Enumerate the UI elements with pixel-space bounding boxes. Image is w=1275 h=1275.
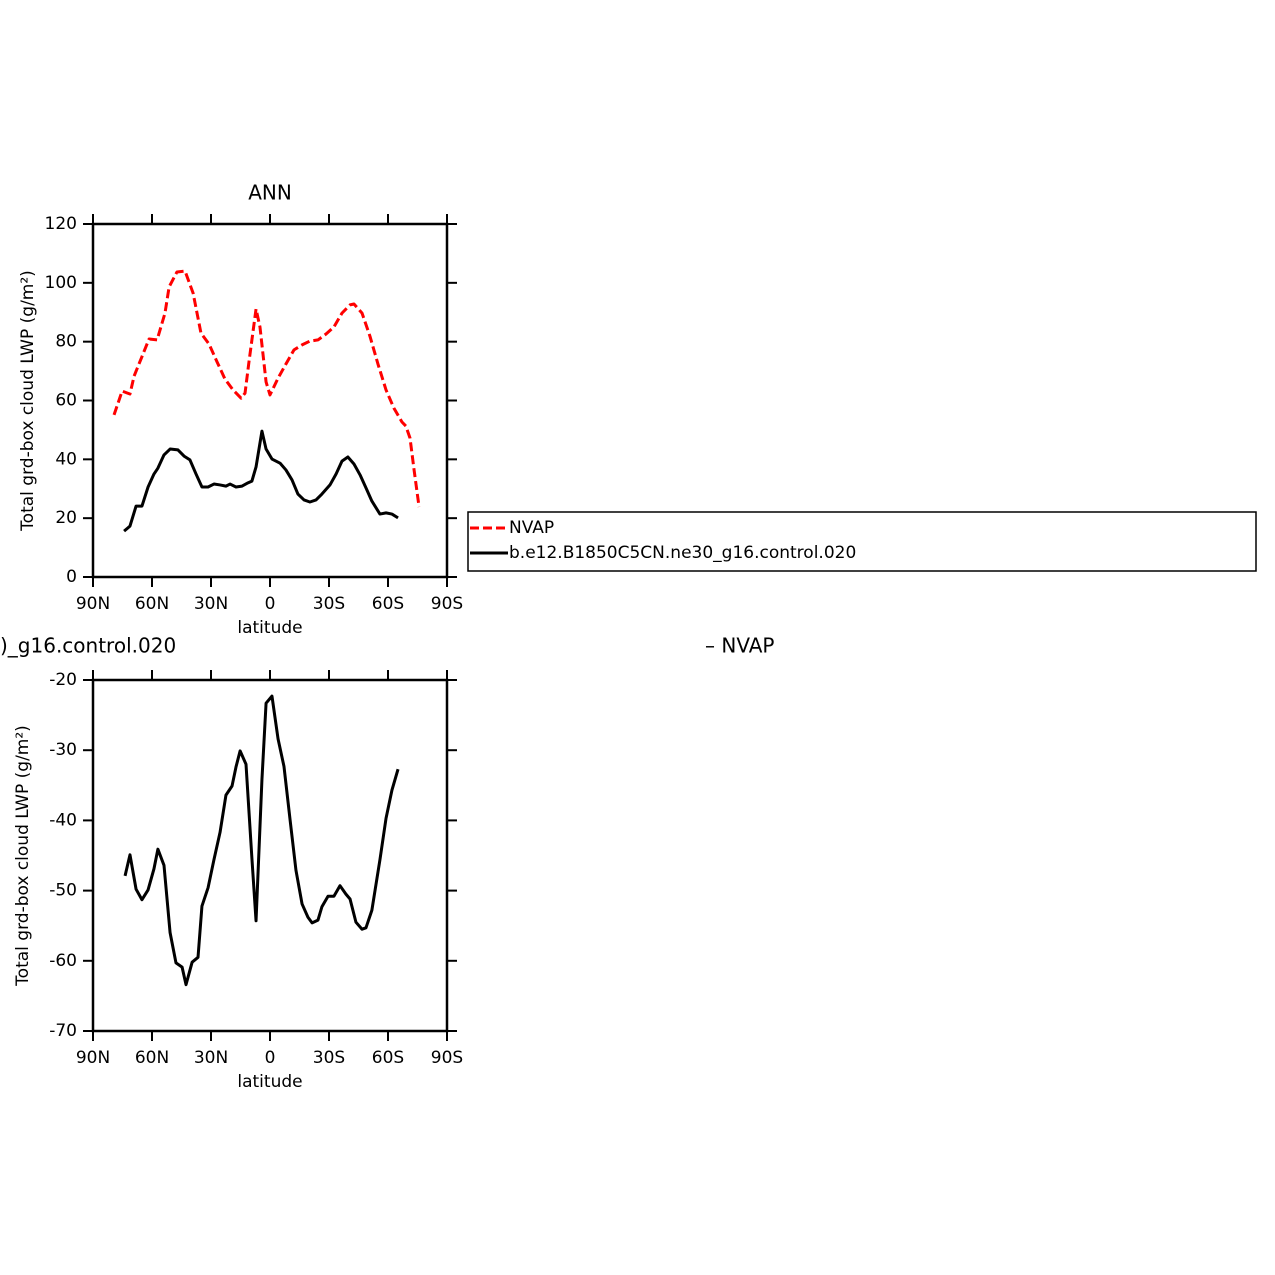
y-tick-label: -70 <box>49 1021 77 1041</box>
x-tick-label: 0 <box>265 1048 276 1068</box>
x-tick-label: 30N <box>194 1048 228 1068</box>
x-axis-label: latitude <box>237 1072 302 1092</box>
y-tick-label: -50 <box>49 881 77 901</box>
x-tick-label: 90N <box>76 1048 110 1068</box>
y-tick-label: -60 <box>49 951 77 971</box>
data-line <box>123 694 400 987</box>
y-tick-label: 60 <box>55 391 77 411</box>
x-tick-label: 90S <box>431 594 463 614</box>
y-tick-label: -20 <box>49 670 77 690</box>
y-tick-label: 0 <box>66 567 77 587</box>
x-axis-label: latitude <box>237 618 302 638</box>
y-tick-label: -40 <box>49 810 77 830</box>
x-tick-label: 0 <box>265 594 276 614</box>
data-line <box>112 269 421 508</box>
x-tick-label: 30N <box>194 594 228 614</box>
x-tick-label: 90S <box>431 1048 463 1068</box>
x-tick-label: 30S <box>313 594 345 614</box>
chart-title: ANN <box>248 181 292 205</box>
chart-title: – NVAP <box>705 634 774 658</box>
legend-label: NVAP <box>509 518 554 538</box>
y-tick-label: 100 <box>45 273 77 293</box>
y-axis-label: Total grd-box cloud LWP (g/m²) <box>18 270 38 532</box>
x-tick-label: 60S <box>372 1048 404 1068</box>
chart-title: )_g16.control.020 <box>0 634 176 658</box>
plot-frame <box>91 678 449 1033</box>
legend-label: b.e12.B1850C5CN.ne30_g16.control.020 <box>509 543 856 563</box>
x-tick-label: 30S <box>313 1048 345 1068</box>
y-axis-label: Total grd-box cloud LWP (g/m²) <box>13 725 33 987</box>
legend-box <box>467 511 1257 572</box>
y-tick-label: 120 <box>45 214 77 234</box>
plot-frame <box>91 222 449 579</box>
data-line <box>123 429 399 533</box>
x-tick-label: 60S <box>372 594 404 614</box>
x-tick-label: 60N <box>135 1048 169 1068</box>
y-tick-label: 40 <box>55 449 77 469</box>
y-tick-label: 20 <box>55 508 77 528</box>
x-tick-label: 90N <box>76 594 110 614</box>
y-tick-label: -30 <box>49 740 77 760</box>
x-tick-label: 60N <box>135 594 169 614</box>
y-tick-label: 80 <box>55 332 77 352</box>
